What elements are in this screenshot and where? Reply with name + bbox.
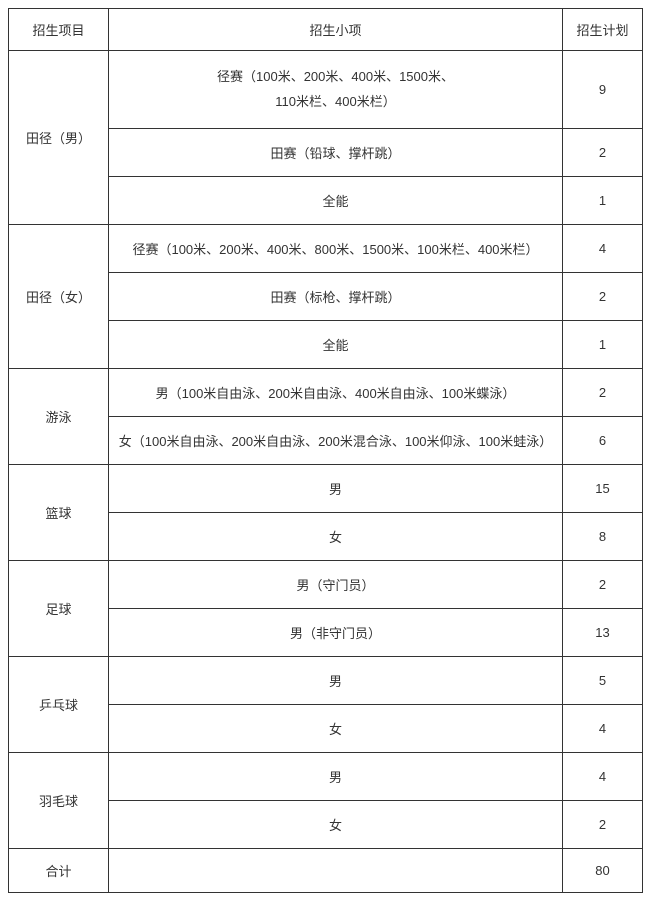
plan-cell: 2: [563, 369, 643, 417]
plan-cell: 4: [563, 225, 643, 273]
table-body: 招生项目 招生小项 招生计划 田径（男） 径赛（100米、200米、400米、1…: [9, 9, 643, 893]
total-plan: 80: [563, 849, 643, 893]
plan-cell: 1: [563, 177, 643, 225]
total-sub: [109, 849, 563, 893]
category-cell: 田径（女）: [9, 225, 109, 369]
category-cell: 田径（男）: [9, 51, 109, 225]
subitem-cell: 径赛（100米、200米、400米、800米、1500米、100米栏、400米栏…: [109, 225, 563, 273]
plan-cell: 9: [563, 51, 643, 129]
category-cell: 游泳: [9, 369, 109, 465]
category-cell: 篮球: [9, 465, 109, 561]
plan-cell: 13: [563, 609, 643, 657]
subitem-cell: 男: [109, 753, 563, 801]
header-subitem: 招生小项: [109, 9, 563, 51]
plan-cell: 2: [563, 129, 643, 177]
plan-cell: 6: [563, 417, 643, 465]
plan-cell: 2: [563, 561, 643, 609]
subitem-cell: 田赛（标枪、撑杆跳）: [109, 273, 563, 321]
table-row: 田径（男） 径赛（100米、200米、400米、1500米、 110米栏、400…: [9, 51, 643, 129]
plan-cell: 4: [563, 753, 643, 801]
plan-cell: 2: [563, 273, 643, 321]
total-row: 合计 80: [9, 849, 643, 893]
subitem-cell: 男（非守门员）: [109, 609, 563, 657]
table-header-row: 招生项目 招生小项 招生计划: [9, 9, 643, 51]
category-cell: 足球: [9, 561, 109, 657]
table-row: 游泳 男（100米自由泳、200米自由泳、400米自由泳、100米蝶泳） 2: [9, 369, 643, 417]
subitem-cell: 女（100米自由泳、200米自由泳、200米混合泳、100米仰泳、100米蛙泳）: [109, 417, 563, 465]
table-row: 田径（女） 径赛（100米、200米、400米、800米、1500米、100米栏…: [9, 225, 643, 273]
recruitment-table: 招生项目 招生小项 招生计划 田径（男） 径赛（100米、200米、400米、1…: [8, 8, 643, 893]
plan-cell: 8: [563, 513, 643, 561]
header-plan: 招生计划: [563, 9, 643, 51]
plan-cell: 5: [563, 657, 643, 705]
total-label: 合计: [9, 849, 109, 893]
table-row: 足球 男（守门员） 2: [9, 561, 643, 609]
subitem-cell: 男（100米自由泳、200米自由泳、400米自由泳、100米蝶泳）: [109, 369, 563, 417]
subitem-cell: 男（守门员）: [109, 561, 563, 609]
table-row: 乒乓球 男 5: [9, 657, 643, 705]
plan-cell: 4: [563, 705, 643, 753]
subitem-line2: 110米栏、400米栏）: [109, 90, 562, 115]
table-row: 羽毛球 男 4: [9, 753, 643, 801]
subitem-cell: 女: [109, 513, 563, 561]
subitem-cell: 全能: [109, 177, 563, 225]
plan-cell: 15: [563, 465, 643, 513]
subitem-cell: 男: [109, 657, 563, 705]
subitem-cell: 田赛（铅球、撑杆跳）: [109, 129, 563, 177]
category-cell: 乒乓球: [9, 657, 109, 753]
subitem-line1: 径赛（100米、200米、400米、1500米、: [109, 65, 562, 90]
subitem-cell: 女: [109, 801, 563, 849]
category-cell: 羽毛球: [9, 753, 109, 849]
table-row: 篮球 男 15: [9, 465, 643, 513]
subitem-cell: 全能: [109, 321, 563, 369]
plan-cell: 1: [563, 321, 643, 369]
subitem-cell: 径赛（100米、200米、400米、1500米、 110米栏、400米栏）: [109, 51, 563, 129]
subitem-cell: 男: [109, 465, 563, 513]
subitem-cell: 女: [109, 705, 563, 753]
header-category: 招生项目: [9, 9, 109, 51]
plan-cell: 2: [563, 801, 643, 849]
